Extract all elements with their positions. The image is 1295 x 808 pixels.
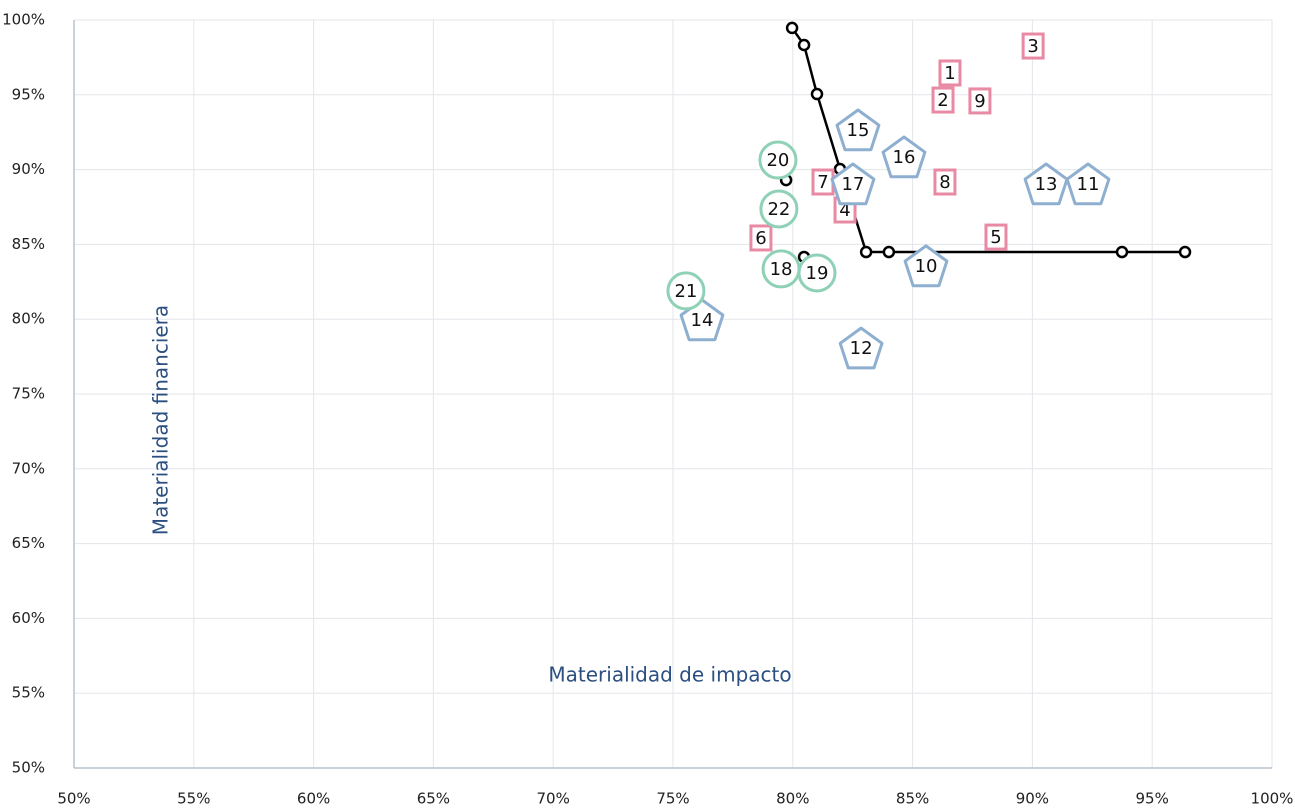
dot-marker [810,87,824,101]
point-label: 7 [817,172,828,193]
x-tick-label: 95% [1136,790,1169,808]
x-tick-label: 100% [1251,790,1294,808]
y-tick-label: 60% [12,609,45,627]
y-tick-label: 90% [12,160,45,178]
x-tick-label: 55% [177,790,210,808]
point-label: 9 [974,91,985,112]
point-label: 17 [841,174,864,195]
pentagon-marker [881,135,927,179]
dot-marker [1115,245,1129,259]
x-tick-label: 70% [537,790,570,808]
x-tick-label: 75% [656,790,689,808]
y-tick-label: 75% [12,385,45,403]
point-label: 10 [915,256,938,277]
point-label: 2 [937,90,948,111]
circle-marker [758,140,798,180]
pentagon-marker [679,298,725,342]
pentagon-marker [838,326,884,370]
square-marker [1021,32,1045,60]
pentagon-marker [830,162,876,206]
y-axis-label: Materialidad financiera [149,305,173,535]
y-tick-label: 80% [12,310,45,328]
point-label: 20 [766,150,789,171]
point-label: 14 [691,310,714,331]
circle-marker [759,189,799,229]
dot-marker [882,245,896,259]
square-marker [968,87,992,115]
point-label: 15 [847,120,870,141]
circle-marker [797,253,837,293]
y-tick-label: 65% [12,534,45,552]
dot-marker [785,21,799,35]
point-label: 16 [893,147,916,168]
x-tick-label: 80% [776,790,809,808]
x-tick-label: 90% [1016,790,1049,808]
point-label: 8 [939,172,950,193]
point-label: 21 [674,281,697,302]
point-label: 6 [755,228,766,249]
y-tick-label: 55% [12,684,45,702]
x-tick-label: 60% [297,790,330,808]
pentagon-marker [1023,162,1069,206]
pentagon-marker [835,108,881,152]
point-label: 5 [990,227,1001,248]
pentagon-marker [903,244,949,288]
point-label: 11 [1077,174,1100,195]
point-label: 12 [850,338,873,359]
dot-marker [859,245,873,259]
square-marker [749,224,773,252]
point-label: 18 [770,259,793,280]
point-label: 22 [767,199,790,220]
grid: 50% 55% 60% 65% 70% 75% 80% 85% 90% 95% 100% 50% 55%… [2,11,1293,808]
y-tick-label: 95% [12,85,45,103]
point-label: 4 [839,200,850,221]
dot-marker [797,38,811,52]
dot-marker [1178,245,1192,259]
x-axis-label: Materialidad de impacto [548,663,791,687]
pentagon-marker [1065,162,1111,206]
x-tick-label: 85% [896,790,929,808]
square-marker [933,168,957,196]
y-tick-label: 100% [2,11,45,29]
square-marker [931,86,955,114]
y-tick-label: 70% [12,459,45,477]
y-tick-label: 85% [12,235,45,253]
point-label: 13 [1035,174,1058,195]
x-tick-label: 65% [417,790,450,808]
point-label: 3 [1027,36,1038,57]
square-marker [984,223,1008,251]
point-label: 19 [806,263,829,284]
y-tick-label: 50% [12,759,45,777]
point-label: 1 [944,63,955,84]
x-tick-label: 50% [57,790,90,808]
square-marker [938,59,962,87]
circle-marker [666,271,706,311]
